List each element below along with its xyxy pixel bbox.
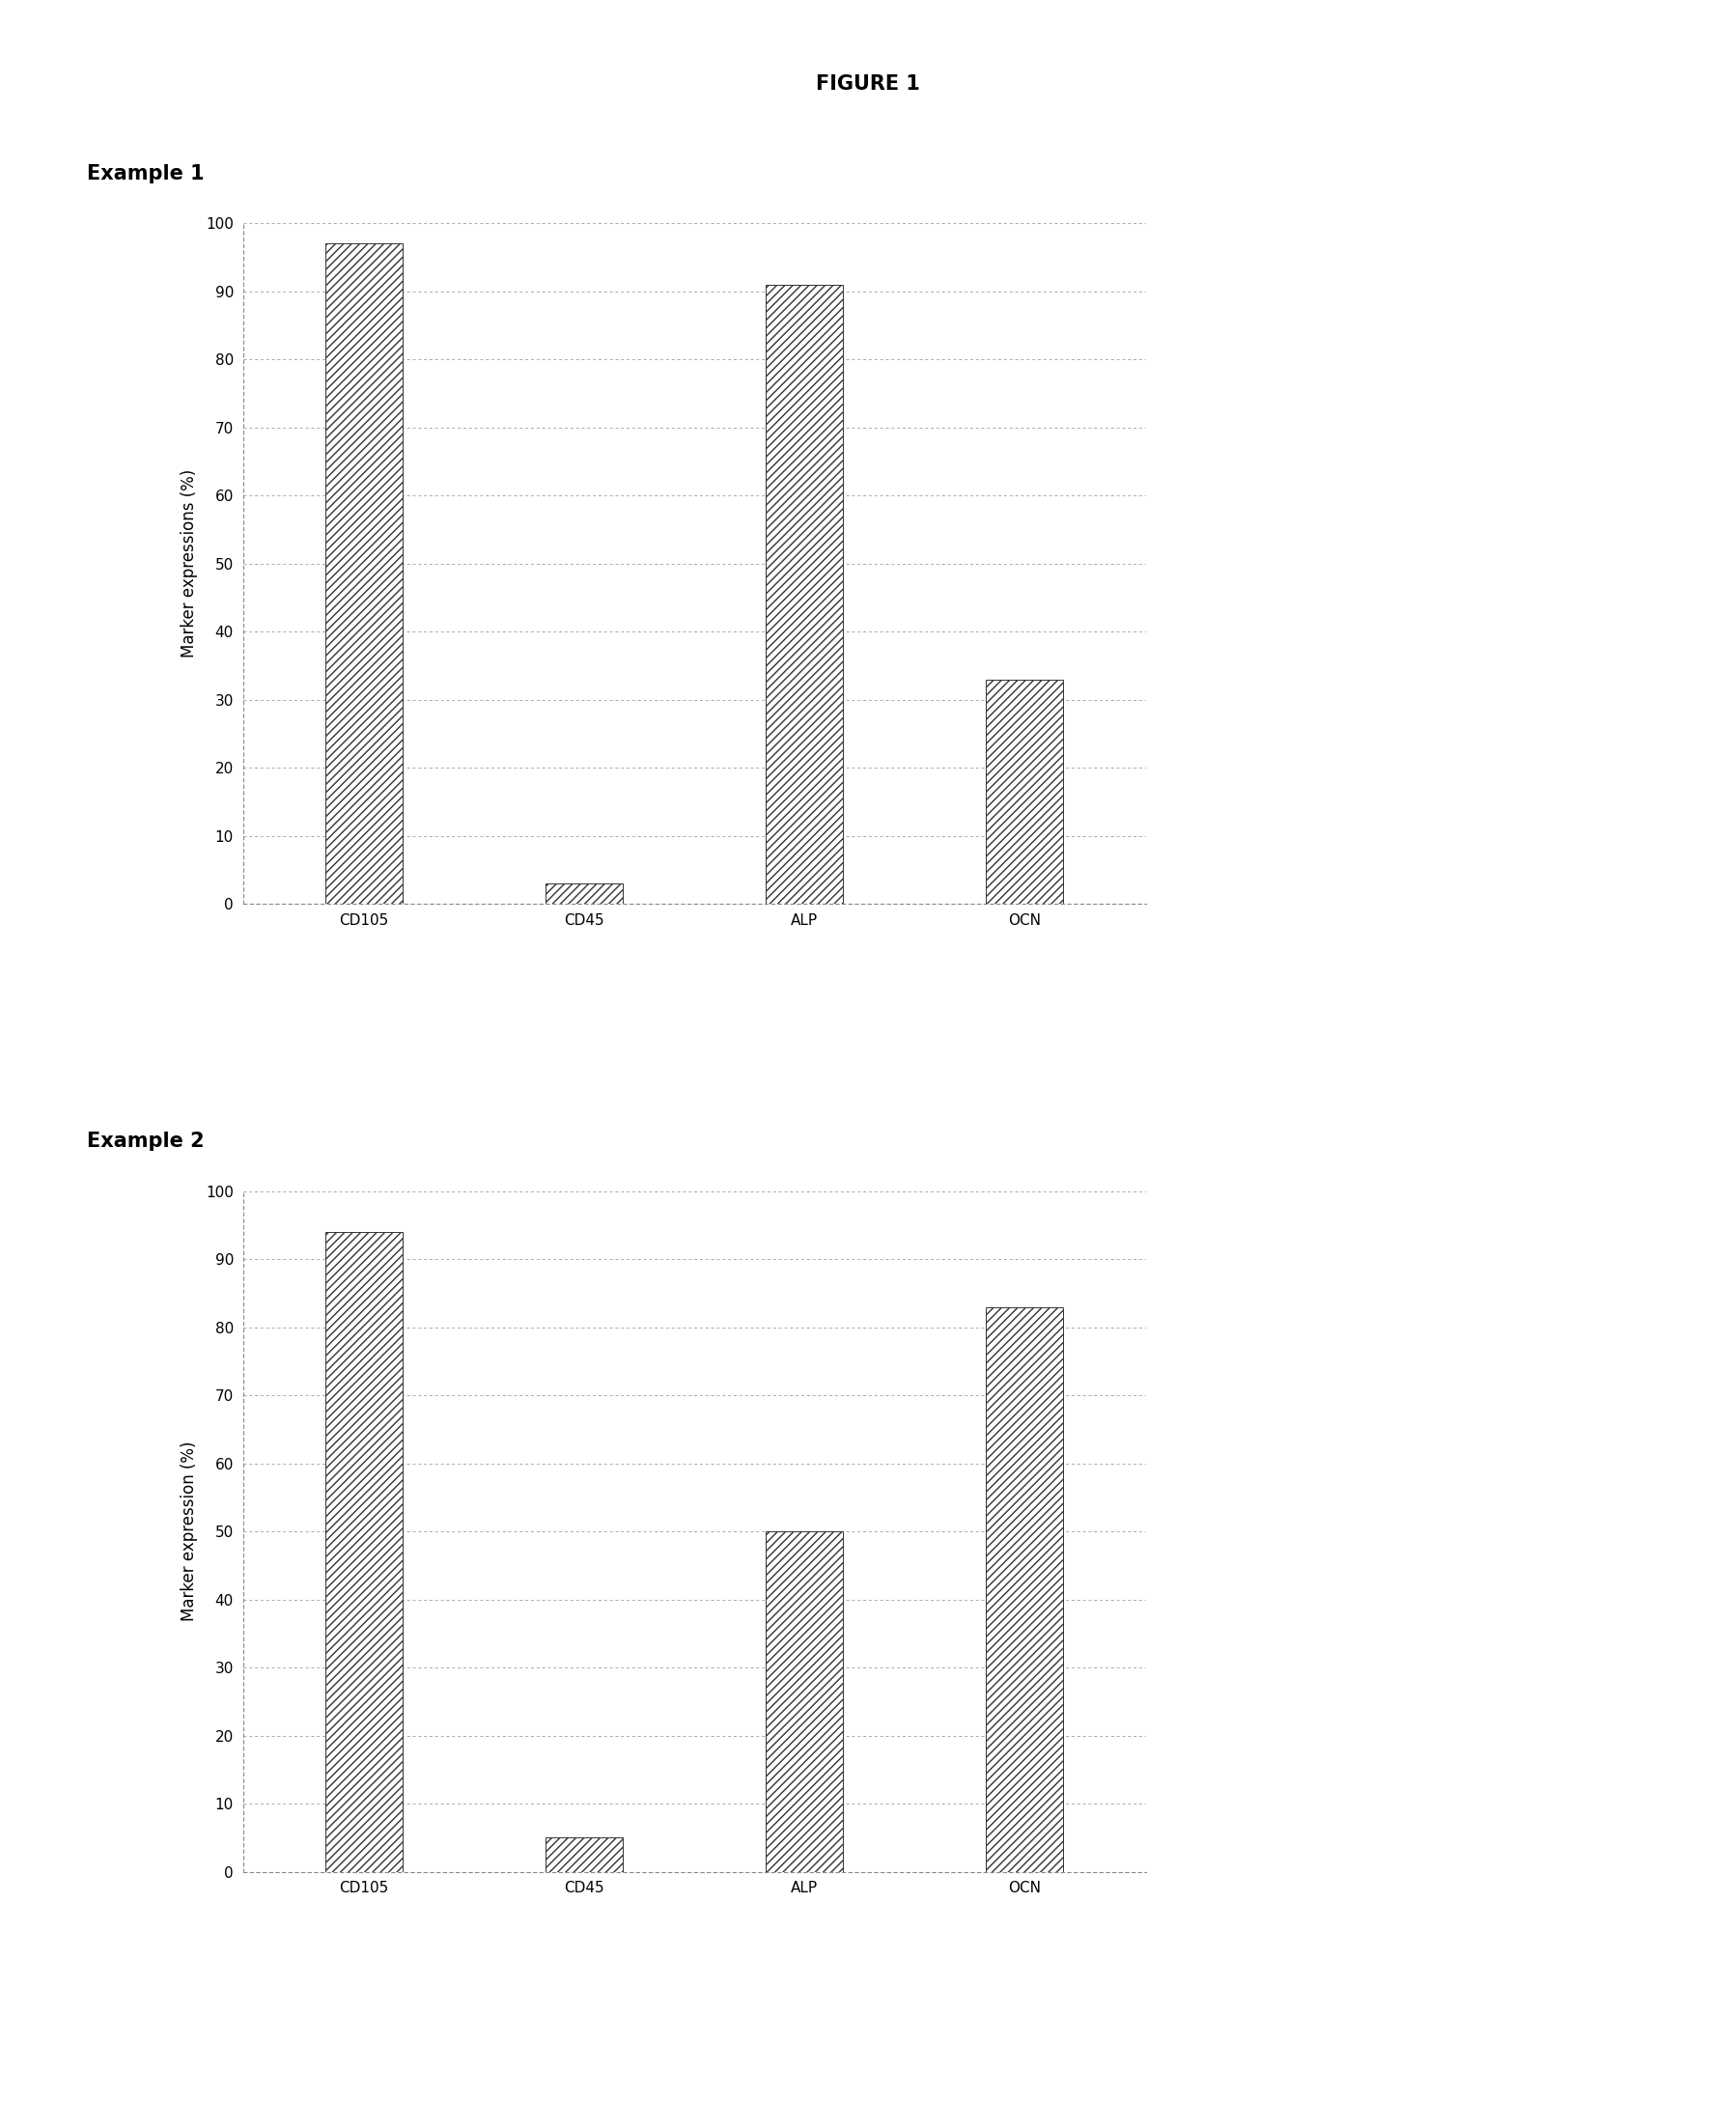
- Text: FIGURE 1: FIGURE 1: [816, 74, 920, 94]
- Text: Example 1: Example 1: [87, 164, 205, 183]
- Bar: [766, 1531, 844, 1872]
- Bar: [326, 1232, 403, 1872]
- Bar: [326, 245, 403, 904]
- Bar: [545, 1838, 623, 1872]
- Bar: [766, 285, 844, 904]
- Text: Example 2: Example 2: [87, 1132, 205, 1151]
- Y-axis label: Marker expressions (%): Marker expressions (%): [181, 470, 198, 657]
- Bar: [986, 1306, 1062, 1872]
- Bar: [545, 883, 623, 904]
- Bar: [986, 679, 1062, 904]
- Y-axis label: Marker expression (%): Marker expression (%): [181, 1442, 198, 1621]
